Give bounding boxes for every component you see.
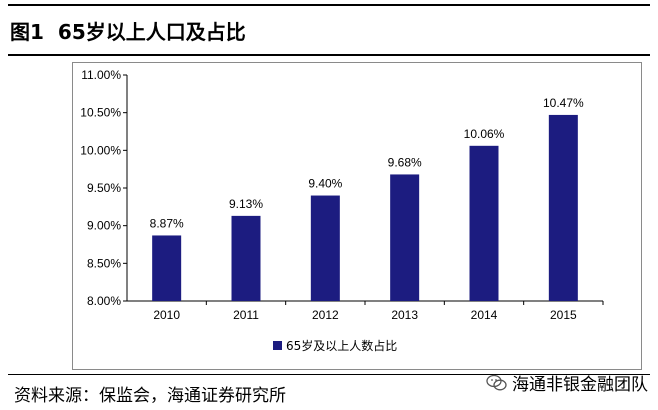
y-tick-label: 8.50% — [87, 256, 121, 270]
y-tick-label: 9.50% — [87, 181, 121, 195]
bar — [548, 114, 578, 301]
watermark: 海通非银金融团队 — [486, 370, 648, 395]
x-tick-label: 2014 — [471, 308, 498, 322]
bar — [152, 235, 182, 301]
figure-title: 图1 65岁以上人口及占比 — [10, 18, 246, 46]
wechat-icon — [486, 374, 507, 390]
source-note: 资料来源：保监会，海通证券研究所 — [14, 386, 286, 406]
x-tick-label: 2011 — [233, 308, 259, 322]
data-label: 9.68% — [388, 155, 422, 169]
x-tick-label: 2010 — [153, 308, 180, 322]
title-rule — [8, 54, 650, 56]
data-label: 8.87% — [150, 216, 184, 230]
x-tick-label: 2015 — [550, 308, 577, 322]
bar — [231, 215, 261, 301]
y-tick-label: 10.50% — [80, 106, 121, 120]
top-rule — [8, 4, 650, 6]
bar — [310, 195, 340, 301]
x-tick-label: 2012 — [312, 308, 339, 322]
figure-number: 图1 — [10, 20, 44, 44]
y-tick-label: 9.00% — [87, 219, 121, 233]
legend-label: 65岁及以上人数占比 — [286, 338, 397, 353]
data-label: 9.13% — [229, 197, 263, 211]
chart-frame: 8.00% 8.50% 9.00% 9.50% 10.00% 10.50% 11.00% 8.… — [72, 62, 642, 370]
data-label: 10.06% — [464, 127, 505, 141]
y-tick-label: 11.00% — [81, 68, 121, 82]
data-label: 9.40% — [308, 177, 342, 191]
bar-chart: 8.00% 8.50% 9.00% 9.50% 10.00% 10.50% 11.00% 8.… — [80, 68, 604, 353]
y-tick-label: 8.00% — [87, 294, 121, 308]
legend-swatch — [273, 341, 282, 350]
bar — [390, 174, 420, 301]
watermark-text: 海通非银金融团队 — [512, 375, 648, 395]
data-label: 10.47% — [543, 96, 584, 110]
figure-title-text: 65岁以上人口及占比 — [57, 20, 246, 44]
y-tick-label: 10.00% — [80, 143, 121, 157]
x-tick-label: 2013 — [391, 308, 418, 322]
bar — [469, 145, 499, 301]
bottom-rule — [8, 374, 650, 375]
